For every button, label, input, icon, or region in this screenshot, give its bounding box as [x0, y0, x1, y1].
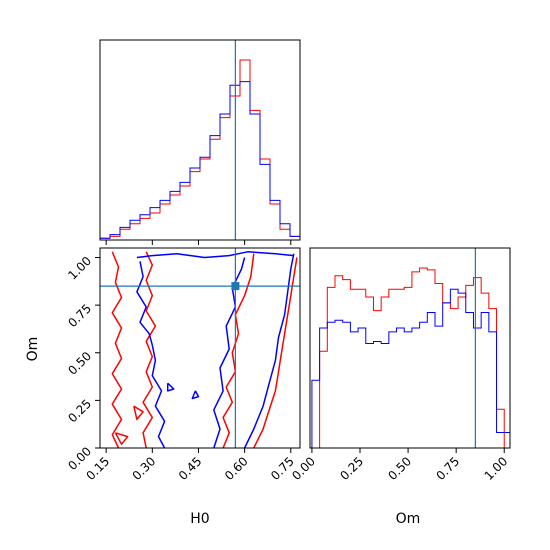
- y-tick-label-1-00: 1.00: [65, 254, 94, 283]
- contour-series-0-path-2: [222, 253, 255, 448]
- contour-series-0-path-1: [142, 251, 157, 448]
- h0-histogram-panel: [99, 39, 301, 245]
- contour-series-0-path-4: [114, 432, 129, 445]
- h0-om-contour-panel: 0.15 0.30 0.45 0.60 0.750.000.250.500.751.00: [65, 247, 301, 483]
- panel-frame-om: [309, 247, 511, 449]
- x-tick-label-joint-0-30: 0.30: [130, 454, 159, 483]
- x-tick-label-om-0-50: 0.50: [385, 454, 414, 483]
- y-tick-label-0-75: 0.75: [65, 301, 94, 330]
- om-histogram-panel: 0.00 0.25 0.50 0.75 1.00: [289, 247, 511, 483]
- x-tick-label-joint-0-45: 0.45: [176, 454, 205, 483]
- truth-marker: [231, 282, 240, 291]
- contour-series-1-path-2: [151, 344, 166, 448]
- x-tick-label-joint-0-60: 0.60: [222, 454, 251, 483]
- hist-step-om-series-1: [311, 288, 511, 448]
- contour-series-1-path-0: [136, 251, 294, 259]
- contour-series-0-path-0: [111, 251, 123, 448]
- x-axis-label-om: Om: [396, 511, 421, 527]
- x-tick-label-om-1-00: 1.00: [482, 454, 511, 483]
- hist-step-h0-series-1: [99, 81, 301, 240]
- panel-frame-joint: [99, 247, 301, 449]
- panel-frame-h0: [99, 39, 301, 241]
- contour-series-1-path-5: [191, 390, 200, 400]
- y-tick-label-0-25: 0.25: [65, 397, 94, 426]
- y-tick-label-0-50: 0.50: [65, 349, 94, 378]
- contour-series-1-path-6: [166, 382, 175, 392]
- x-axis-label-h0: H0: [190, 511, 209, 527]
- contour-series-0-path-3: [253, 257, 298, 448]
- x-tick-label-om-0-25: 0.25: [337, 454, 366, 483]
- contour-series-1-path-4: [243, 253, 295, 448]
- contour-lines: [111, 251, 298, 448]
- hist-step-om-series-0: [311, 267, 510, 449]
- contour-series-0-path-5: [133, 405, 144, 421]
- x-tick-label-om-0-00: 0.00: [289, 454, 318, 483]
- hist-step-h0-series-0: [99, 59, 301, 240]
- x-tick-label-om-0-75: 0.75: [433, 454, 462, 483]
- y-axis-label-om: Om: [25, 337, 41, 362]
- contour-series-1-path-1: [136, 261, 154, 346]
